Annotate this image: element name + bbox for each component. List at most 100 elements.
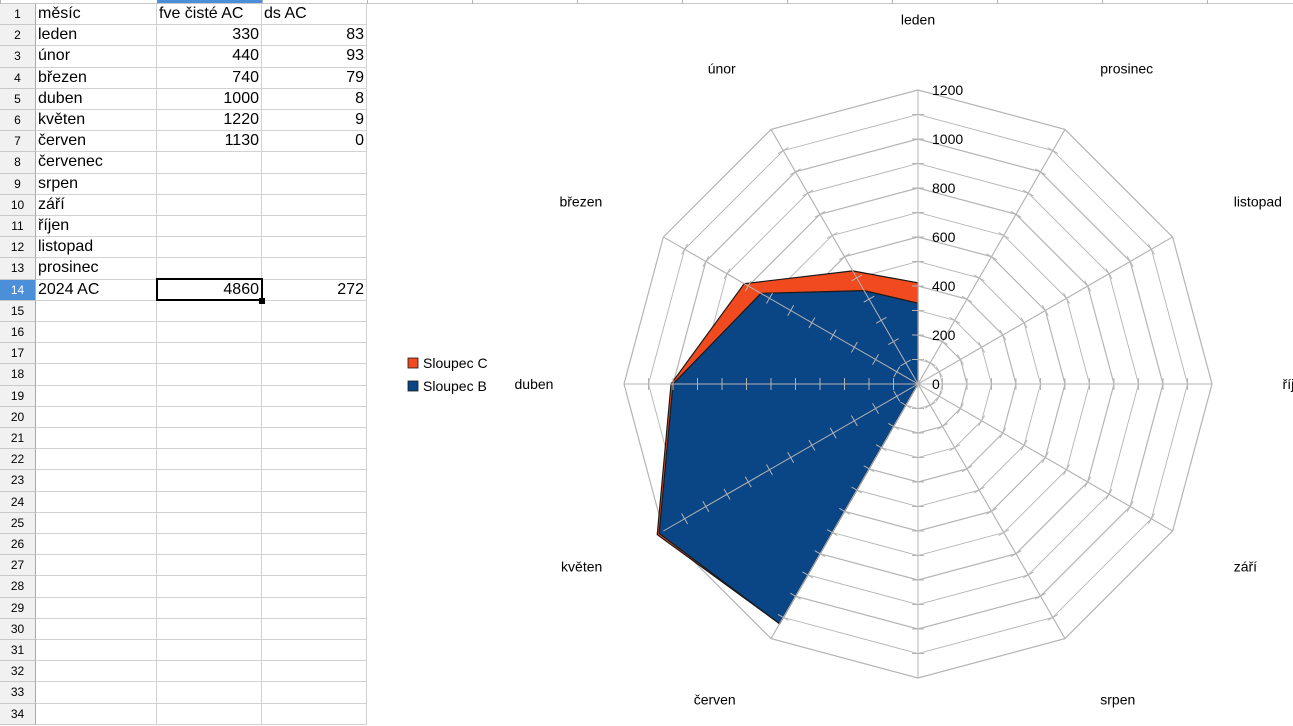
table-cell[interactable] <box>36 597 157 619</box>
table-cell[interactable]: 740 <box>157 67 262 89</box>
row-header[interactable]: 19 <box>0 385 36 407</box>
table-cell[interactable]: 440 <box>157 46 262 68</box>
table-cell[interactable]: 330 <box>157 25 262 47</box>
table-cell[interactable] <box>36 428 157 450</box>
table-cell[interactable] <box>262 194 367 216</box>
table-cell[interactable] <box>36 618 157 640</box>
table-cell[interactable] <box>262 237 367 259</box>
table-cell[interactable] <box>262 682 367 704</box>
row-header[interactable]: 27 <box>0 555 36 577</box>
table-cell[interactable] <box>157 682 262 704</box>
column-separator[interactable] <box>682 0 683 4</box>
column-separator[interactable] <box>367 0 368 4</box>
table-cell[interactable]: duben <box>36 88 157 110</box>
table-cell[interactable]: leden <box>36 25 157 47</box>
table-cell[interactable] <box>157 173 262 195</box>
table-cell[interactable] <box>36 470 157 492</box>
table-cell[interactable] <box>157 597 262 619</box>
row-header[interactable]: 20 <box>0 406 36 428</box>
column-separator[interactable] <box>787 0 788 4</box>
table-cell[interactable]: únor <box>36 46 157 68</box>
table-cell[interactable]: 272 <box>262 279 367 301</box>
row-header[interactable]: 23 <box>0 470 36 492</box>
row-header[interactable]: 14 <box>0 279 36 301</box>
table-cell[interactable] <box>262 449 367 471</box>
row-header[interactable]: 5 <box>0 88 36 110</box>
row-header[interactable]: 26 <box>0 534 36 556</box>
table-cell[interactable]: březen <box>36 67 157 89</box>
row-header[interactable]: 15 <box>0 300 36 322</box>
row-header[interactable]: 12 <box>0 237 36 259</box>
row-header[interactable]: 31 <box>0 640 36 662</box>
column-separator[interactable] <box>0 0 1 4</box>
table-cell[interactable] <box>157 661 262 683</box>
row-header[interactable]: 9 <box>0 173 36 195</box>
table-cell[interactable] <box>157 364 262 386</box>
table-cell[interactable] <box>36 343 157 365</box>
table-cell[interactable]: červenec <box>36 152 157 174</box>
table-cell[interactable] <box>157 406 262 428</box>
table-cell[interactable] <box>36 534 157 556</box>
table-cell[interactable] <box>157 300 262 322</box>
table-cell[interactable] <box>262 576 367 598</box>
row-header[interactable]: 3 <box>0 46 36 68</box>
table-cell[interactable]: září <box>36 194 157 216</box>
table-cell[interactable]: prosinec <box>36 258 157 280</box>
row-header[interactable]: 13 <box>0 258 36 280</box>
active-cell-cursor[interactable] <box>156 278 263 301</box>
table-cell[interactable] <box>262 173 367 195</box>
row-header[interactable]: 2 <box>0 25 36 47</box>
row-header[interactable]: 6 <box>0 110 36 132</box>
table-cell[interactable] <box>157 152 262 174</box>
fill-handle[interactable] <box>259 298 265 304</box>
row-header[interactable]: 7 <box>0 131 36 153</box>
table-cell[interactable] <box>262 343 367 365</box>
table-cell[interactable] <box>157 491 262 513</box>
column-separator[interactable] <box>892 0 893 4</box>
table-cell[interactable] <box>157 576 262 598</box>
table-cell[interactable]: listopad <box>36 237 157 259</box>
table-cell[interactable]: ds AC <box>262 4 367 26</box>
table-cell[interactable]: 0 <box>262 131 367 153</box>
table-cell[interactable] <box>262 470 367 492</box>
row-header[interactable]: 25 <box>0 512 36 534</box>
row-header[interactable]: 32 <box>0 661 36 683</box>
table-cell[interactable] <box>36 640 157 662</box>
table-cell[interactable] <box>36 576 157 598</box>
row-header[interactable]: 28 <box>0 576 36 598</box>
row-header[interactable]: 10 <box>0 194 36 216</box>
table-cell[interactable] <box>157 385 262 407</box>
row-header[interactable]: 29 <box>0 597 36 619</box>
table-cell[interactable]: měsíc <box>36 4 157 26</box>
table-cell[interactable] <box>262 640 367 662</box>
row-header[interactable]: 30 <box>0 618 36 640</box>
table-cell[interactable]: 8 <box>262 88 367 110</box>
row-header[interactable]: 24 <box>0 491 36 513</box>
table-cell[interactable] <box>157 194 262 216</box>
table-cell[interactable] <box>157 470 262 492</box>
table-cell[interactable]: 9 <box>262 110 367 132</box>
table-cell[interactable] <box>262 428 367 450</box>
table-cell[interactable] <box>262 364 367 386</box>
column-separator[interactable] <box>1102 0 1103 4</box>
table-cell[interactable]: říjen <box>36 216 157 238</box>
table-cell[interactable] <box>36 703 157 725</box>
table-cell[interactable] <box>157 428 262 450</box>
table-cell[interactable] <box>36 555 157 577</box>
row-header[interactable]: 17 <box>0 343 36 365</box>
column-separator[interactable] <box>472 0 473 4</box>
table-cell[interactable] <box>36 449 157 471</box>
table-cell[interactable]: 1130 <box>157 131 262 153</box>
table-cell[interactable] <box>36 364 157 386</box>
table-cell[interactable] <box>262 300 367 322</box>
row-header[interactable]: 16 <box>0 322 36 344</box>
table-cell[interactable] <box>36 682 157 704</box>
column-header-strip[interactable] <box>0 0 1293 4</box>
table-cell[interactable] <box>262 512 367 534</box>
table-cell[interactable] <box>157 237 262 259</box>
table-cell[interactable] <box>157 703 262 725</box>
table-cell[interactable]: květen <box>36 110 157 132</box>
row-header[interactable]: 18 <box>0 364 36 386</box>
row-header[interactable]: 33 <box>0 682 36 704</box>
